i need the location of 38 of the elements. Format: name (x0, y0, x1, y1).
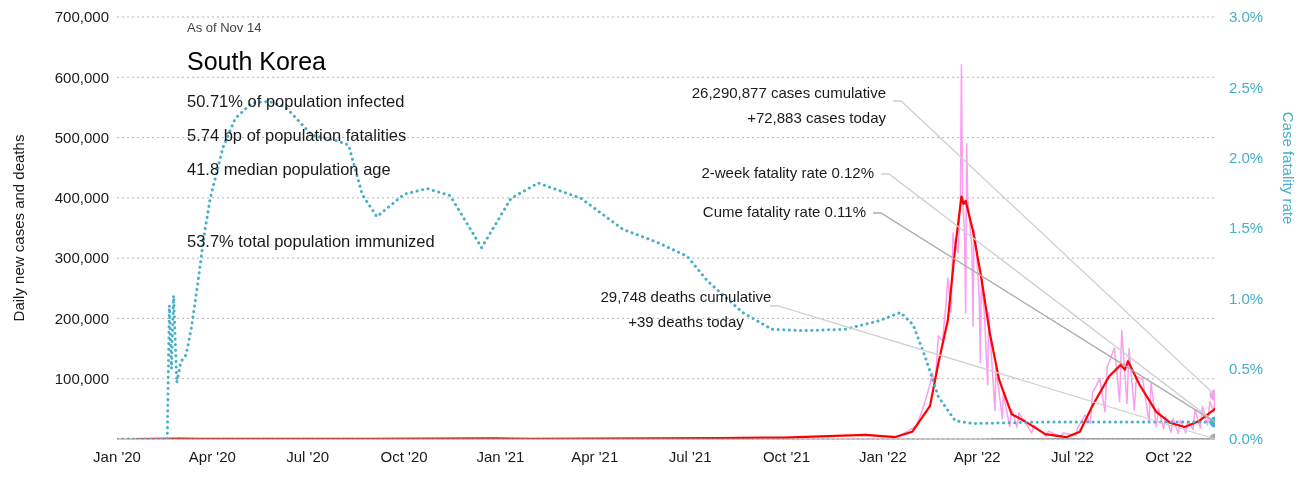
annotation: Cume fatality rate 0.11% (702, 203, 866, 220)
y2-tick-label: 0.0% (1229, 430, 1264, 448)
x-tick-label: Apr '21 (571, 447, 619, 465)
annotation: 2-week fatality rate 0.12% (701, 164, 874, 181)
x-tick-label: Apr '20 (188, 447, 236, 465)
x-tick-label: Oct '21 (762, 447, 811, 465)
y-tick-label: 100,000 (54, 370, 109, 388)
y2-tick-label: 2.5% (1229, 78, 1264, 96)
y2-tick-label: 1.0% (1229, 289, 1264, 307)
annotation: 29,748 deaths cumulative +39 deaths today (600, 288, 772, 330)
x-tick-label: Jan '21 (476, 447, 525, 465)
y-tick-label: 200,000 (54, 309, 109, 327)
x-tick-label: Jul '20 (286, 447, 330, 465)
annotation: 53.7% total population immunized (187, 232, 435, 250)
text: South Korea (187, 47, 327, 75)
y-tick-label: 700,000 (54, 8, 109, 26)
y2-axis-title: Case fatality rate (1280, 111, 1298, 225)
x-tick-label: Oct '22 (1145, 447, 1193, 465)
y-tick-label: 400,000 (54, 189, 109, 207)
annotation: As of Nov 14 (187, 20, 262, 35)
y2-tick-label: 0.5% (1229, 359, 1264, 377)
x-tick-label: Jul '22 (1051, 447, 1094, 465)
annotation: 26,290,877 cases cumulative +72,883 cases today (691, 84, 887, 126)
annotation: 50.71% of population infected (187, 92, 405, 110)
y2-tick-label: 2.0% (1229, 148, 1264, 166)
y-tick-label: 600,000 (54, 68, 109, 86)
x-tick-label: Apr '22 (953, 447, 1001, 465)
y2-tick-label: 3.0% (1229, 8, 1264, 26)
x-tick-label: Jan '20 (93, 447, 141, 465)
y-tick-label: 300,000 (54, 249, 109, 267)
x-tick-label: Oct '20 (380, 447, 428, 465)
y2-tick-label: 1.5% (1229, 219, 1264, 237)
annotation: 5.74 bp of population fatalities (187, 126, 407, 144)
y-axis-title: Daily new cases and deaths (9, 134, 27, 322)
x-tick-label: Jan '22 (858, 447, 907, 465)
annotation: 41.8 median population age (187, 160, 391, 178)
y-tick-label: 500,000 (54, 128, 109, 146)
x-tick-label: Jul '21 (668, 447, 712, 465)
